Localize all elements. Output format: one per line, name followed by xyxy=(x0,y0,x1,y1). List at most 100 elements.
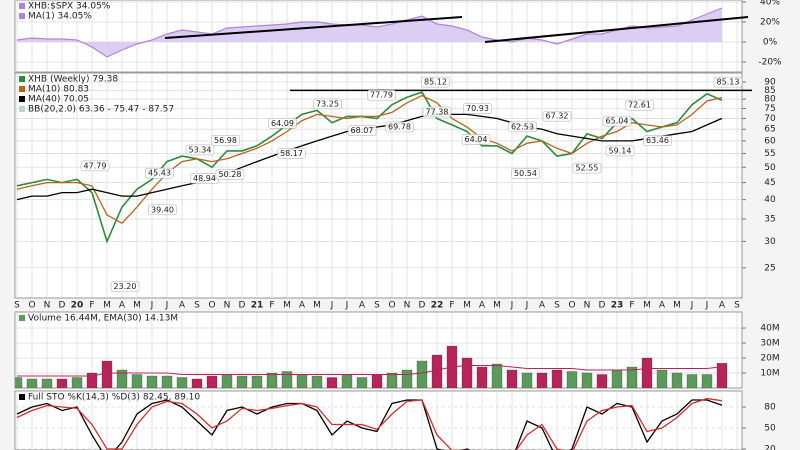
annotation: 85.13 xyxy=(717,78,740,87)
annotation: 64.04 xyxy=(465,135,488,144)
annotation-box xyxy=(313,98,342,110)
x-tick-label: J xyxy=(330,301,334,311)
x-tick-label: J xyxy=(345,301,349,311)
line xyxy=(16,94,723,225)
line xyxy=(16,399,723,450)
bar xyxy=(341,374,353,388)
annotation-box xyxy=(268,118,297,129)
x-tick-label: J xyxy=(510,301,514,311)
annotation-box xyxy=(713,76,743,88)
y-tick-label: 40M xyxy=(760,324,779,334)
x-tick-label: A xyxy=(659,301,666,311)
annotation-box xyxy=(508,121,537,133)
bar xyxy=(671,372,683,388)
bar xyxy=(356,377,368,388)
annotation: 45.43 xyxy=(148,169,171,178)
y-tick-label: 70 xyxy=(764,114,776,124)
bar xyxy=(26,378,38,388)
annotation-box xyxy=(215,169,245,180)
line xyxy=(16,7,723,58)
legend-swatch xyxy=(19,3,25,9)
x-tick-label: D xyxy=(239,301,246,311)
y-tick-label: 55 xyxy=(764,149,775,159)
x-tick-label: A xyxy=(299,301,306,311)
x-tick-label: 21 xyxy=(251,301,264,311)
y-tick-label: 10M xyxy=(760,369,779,379)
x-tick-label: M xyxy=(103,301,111,311)
annotation-box xyxy=(80,160,110,172)
annotation: 73.25 xyxy=(316,99,339,108)
y-tick-label: 30M xyxy=(760,339,779,349)
x-tick-label: O xyxy=(568,301,575,311)
bar xyxy=(146,375,158,388)
bar xyxy=(15,377,23,388)
annotation-box xyxy=(542,110,572,122)
annotation: 47.79 xyxy=(84,161,107,170)
annotation-box xyxy=(602,115,632,127)
x-tick-label: M xyxy=(643,301,651,311)
annotation: 67.32 xyxy=(546,112,569,121)
y-tick-label: 0% xyxy=(763,38,778,48)
x-tick-label: J xyxy=(525,301,529,311)
annotation: 62.53 xyxy=(511,122,534,131)
bar xyxy=(491,363,503,388)
bar xyxy=(221,374,233,388)
y-tick-label: 80 xyxy=(764,95,776,105)
annotation: 72.61 xyxy=(628,101,651,110)
y-tick-label: 20 xyxy=(764,445,776,450)
bar xyxy=(131,374,143,388)
legend-label: BB(20,2.0) 63.36 - 75.47 - 87.57 xyxy=(28,105,174,115)
bar xyxy=(56,378,68,388)
x-tick-label: M xyxy=(463,301,471,311)
x-tick-label: F xyxy=(449,301,454,311)
x-tick-label: M xyxy=(493,301,501,311)
x-tick-label: J xyxy=(690,301,694,311)
annotation: 64.09 xyxy=(271,119,294,128)
annotation-box xyxy=(422,106,452,118)
bar xyxy=(281,371,293,388)
bar xyxy=(41,378,53,388)
y-tick-label: 35 xyxy=(764,215,775,225)
annotation: 23.20 xyxy=(114,282,137,291)
annotation-box xyxy=(277,148,306,159)
x-tick-label: 23 xyxy=(611,301,624,311)
annotation-box xyxy=(185,144,215,156)
y-tick-label: 45 xyxy=(764,178,775,188)
x-tick-label: 20 xyxy=(71,301,84,311)
x-tick-label: O xyxy=(28,301,35,311)
bar xyxy=(641,357,653,388)
x-tick-label: A xyxy=(359,301,366,311)
bar xyxy=(401,369,413,388)
plot xyxy=(16,7,723,58)
y-tick-label: 65 xyxy=(764,125,775,135)
legend-swatch xyxy=(19,76,25,82)
bar xyxy=(536,372,548,388)
bar xyxy=(431,354,443,388)
y-tick-label: 50 xyxy=(764,163,776,173)
legend-swatch xyxy=(19,394,25,400)
bar xyxy=(296,374,308,388)
annotation: 52.55 xyxy=(576,164,599,173)
annotation: 85.12 xyxy=(424,78,447,87)
x-tick-label: F xyxy=(269,301,274,311)
bar xyxy=(116,369,128,388)
bar xyxy=(596,374,608,388)
annotation: 48.94 xyxy=(193,174,216,183)
bar xyxy=(506,369,518,388)
y-tick-label: 30 xyxy=(764,237,776,247)
bar xyxy=(191,378,203,388)
bar xyxy=(386,372,398,388)
y-tick-label: 20M xyxy=(760,354,779,364)
ema-line xyxy=(17,365,723,377)
x-tick-label: N xyxy=(584,301,591,311)
panel xyxy=(14,390,743,450)
annotation-box xyxy=(625,99,654,111)
annotation-box xyxy=(385,121,414,133)
annotation-box xyxy=(421,76,450,88)
annotation: 50.28 xyxy=(219,170,242,179)
legend-swatch xyxy=(19,106,25,112)
bar xyxy=(326,377,338,388)
annotation-box xyxy=(145,167,174,179)
